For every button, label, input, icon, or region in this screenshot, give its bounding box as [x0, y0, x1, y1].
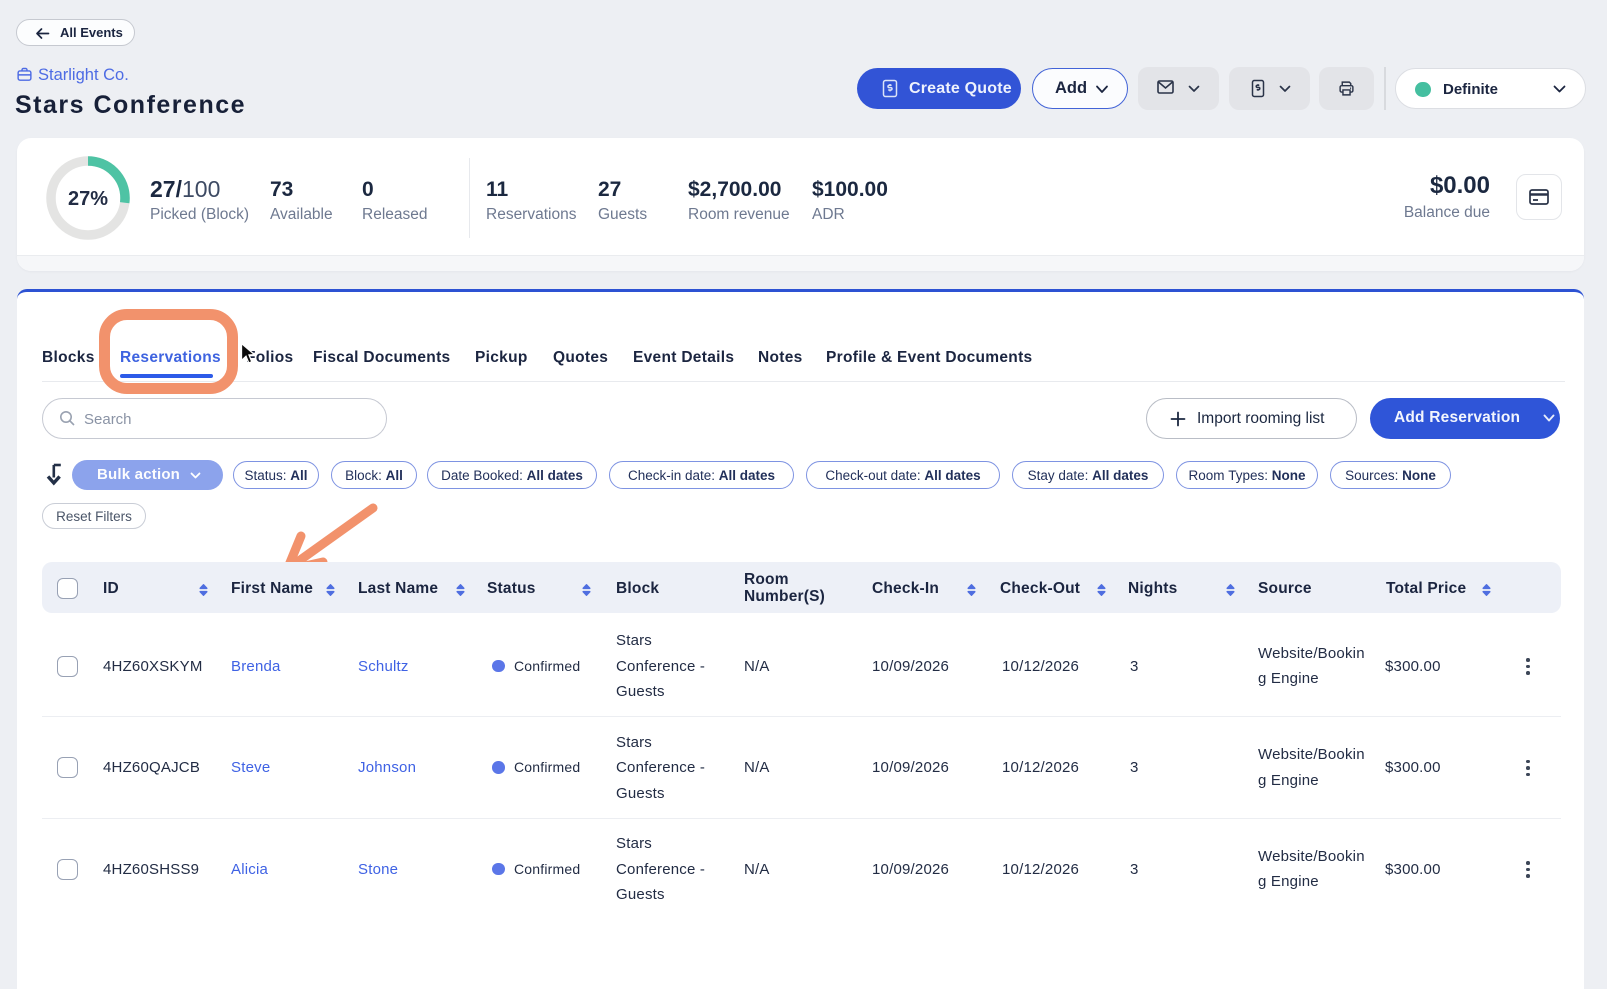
svg-text:27%: 27% [68, 188, 108, 210]
